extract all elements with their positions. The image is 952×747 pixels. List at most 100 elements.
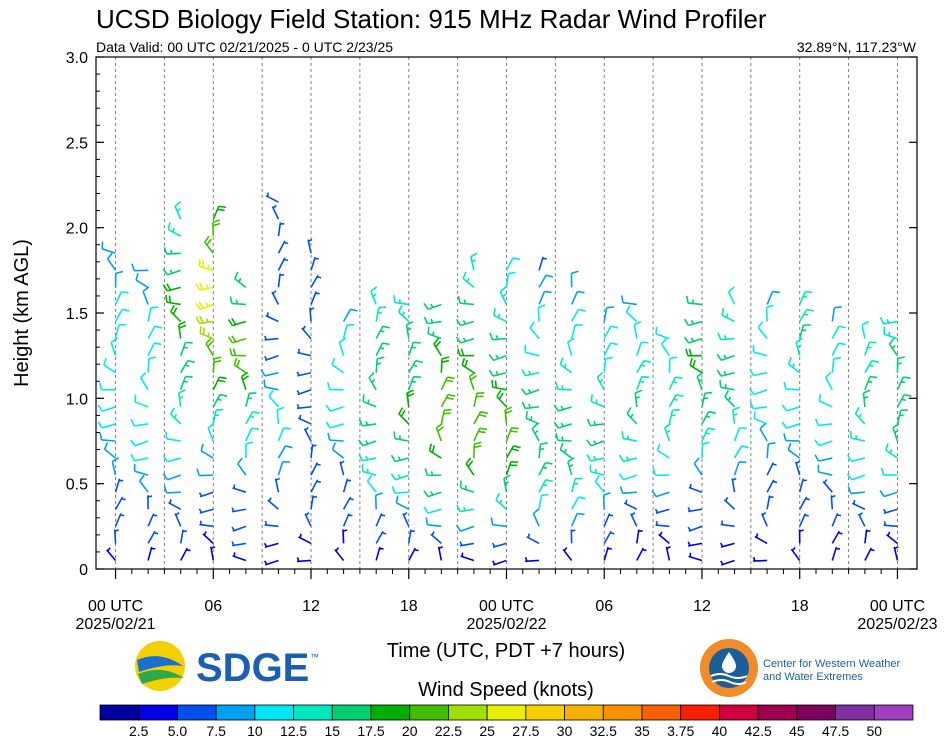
data-valid-text: Data Valid: 00 UTC 02/21/2025 - 0 UTC 2/… <box>96 39 393 55</box>
wind-barb <box>883 521 898 528</box>
wind-barb <box>393 431 409 442</box>
wind-barb <box>423 506 442 514</box>
wind-barb <box>794 460 801 476</box>
wind-barb <box>303 426 312 442</box>
wind-barb <box>277 257 289 271</box>
wind-barb <box>493 308 507 323</box>
wind-barb <box>864 359 880 374</box>
wind-barb <box>147 495 153 510</box>
wind-barb <box>460 552 475 562</box>
wind-barb <box>683 336 703 344</box>
wind-barb <box>455 318 475 327</box>
wind-barb <box>212 376 227 391</box>
wind-barb <box>880 467 898 476</box>
wind-barb <box>864 341 877 356</box>
wind-barb <box>430 531 442 545</box>
wind-barb <box>147 546 156 561</box>
wind-barb <box>98 382 116 391</box>
wind-barb <box>473 392 485 408</box>
wind-barb <box>267 497 279 510</box>
wind-barb <box>395 495 410 510</box>
wind-barb <box>733 461 747 476</box>
wind-barb <box>570 324 583 339</box>
wind-barb <box>470 252 478 271</box>
wind-barb <box>310 479 321 493</box>
wind-barb <box>618 473 638 481</box>
x-axis-label: Time (UTC, PDT +7 hours) <box>387 640 625 662</box>
wind-barb <box>407 529 415 544</box>
wind-barb <box>831 325 847 339</box>
wind-barb <box>586 439 605 447</box>
colorbar-swatch <box>138 704 178 721</box>
wind-barb <box>207 422 215 442</box>
wind-barb <box>896 409 909 425</box>
colorbar-label: 32.5 <box>590 723 617 739</box>
wind-barb <box>759 423 768 442</box>
wind-barb <box>893 545 899 561</box>
wind-barb <box>538 479 553 493</box>
wind-barb <box>375 513 386 527</box>
wind-barb <box>814 454 833 462</box>
wind-barb <box>167 222 182 237</box>
wind-barb <box>787 442 801 459</box>
colorbar-label: 50 <box>866 723 882 739</box>
wind-barb <box>526 533 540 545</box>
wind-barb <box>668 393 684 408</box>
wind-barb <box>195 316 214 325</box>
wind-barb <box>505 461 519 476</box>
wind-barb <box>814 418 833 427</box>
wind-barb <box>325 404 344 412</box>
y-tick-label: 3.0 <box>66 50 88 67</box>
wind-barb <box>212 219 221 237</box>
wind-barb <box>162 283 181 292</box>
wind-barb <box>408 341 421 356</box>
wind-barb <box>636 529 643 544</box>
colorbar-swatch <box>835 704 875 721</box>
wind-barb <box>586 454 605 462</box>
wind-barb <box>799 496 810 510</box>
water-drop-icon <box>722 652 736 673</box>
colorbar-labels: 2.5 5.0 7.5 10 12.5 15 17.5 20 22.5 25 27.5 30 32.5 3… <box>129 723 882 739</box>
wind-barb <box>851 499 866 510</box>
x-tick-date-label: 2025/02/23 <box>857 616 937 633</box>
wind-barb <box>766 462 777 476</box>
wind-barb <box>170 304 182 323</box>
wind-barb <box>245 427 259 442</box>
wind-barb <box>570 308 586 322</box>
wind-barb <box>233 357 247 374</box>
x-tick-label: 18 <box>400 598 418 615</box>
wind-barb <box>180 547 191 561</box>
wind-barb <box>701 427 716 442</box>
wind-barb <box>491 559 507 566</box>
wind-barb <box>179 341 193 356</box>
wind-barb <box>113 529 119 544</box>
wind-barb <box>358 439 377 447</box>
wind-barb <box>831 342 846 357</box>
cw3e-name-line1: Center for Western Weather <box>763 658 900 670</box>
cw3e-name-line2: and Water Extremes <box>763 671 863 683</box>
wind-barb <box>798 529 804 544</box>
colorbar-label: 35 <box>634 723 650 739</box>
wind-barb <box>232 484 247 493</box>
wind-barb <box>234 271 247 289</box>
wind-barb <box>198 508 214 514</box>
wind-barb <box>103 357 116 374</box>
wind-barb <box>525 411 540 425</box>
wind-barb <box>496 389 508 408</box>
y-tick-label: 1.0 <box>66 391 88 408</box>
wind-barb <box>97 404 116 412</box>
wind-barb <box>687 541 703 547</box>
wind-barb <box>390 454 409 463</box>
wind-barb <box>655 326 670 340</box>
wind-barb <box>231 541 246 547</box>
wind-barb <box>752 556 768 562</box>
wind-barb <box>199 326 214 340</box>
wind-barb <box>636 341 649 356</box>
wind-barb <box>296 403 312 410</box>
wind-barb <box>603 513 614 527</box>
wind-barb <box>147 530 159 544</box>
wind-barb <box>101 241 116 255</box>
wind-barb <box>435 422 445 442</box>
